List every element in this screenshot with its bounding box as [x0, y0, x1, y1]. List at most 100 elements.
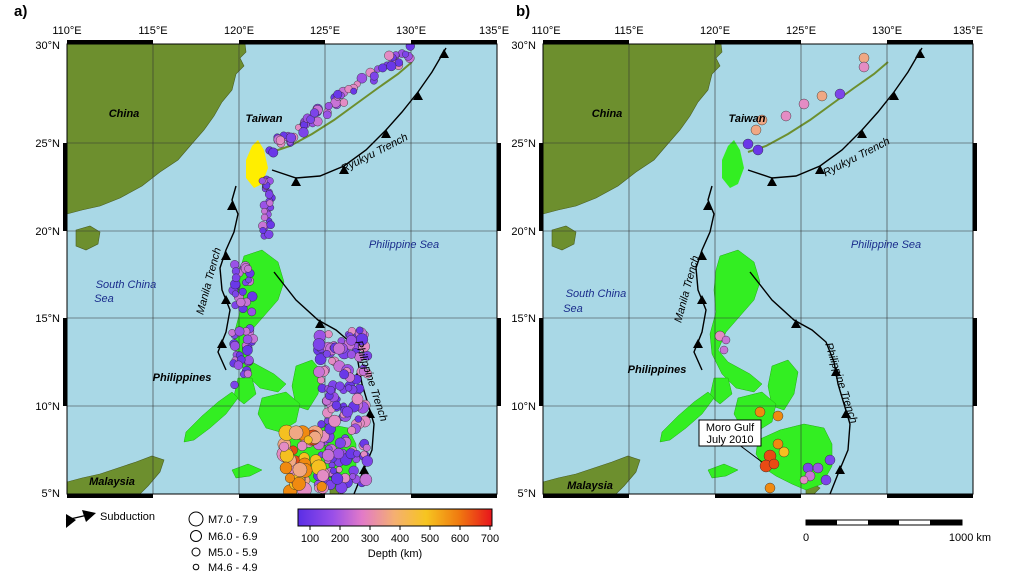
lon-label: 130°E: [872, 25, 902, 37]
earthquake-dot: [334, 437, 346, 449]
earthquake-dot: [242, 334, 253, 345]
earthquake-dot: [369, 71, 379, 81]
earthquake-dot: [351, 393, 364, 405]
earthquake-dot: [346, 334, 357, 346]
earthquake-dot: [236, 297, 246, 307]
earthquake-dot: [335, 466, 343, 473]
legend-mag: M5.0 - 5.9: [208, 547, 258, 559]
earthquake-dot: [266, 199, 274, 207]
label-south-china-sea: South China: [96, 279, 157, 291]
lon-label: 115°E: [614, 25, 643, 37]
depth-tick: 300: [361, 533, 379, 545]
depth-tick: 200: [331, 533, 349, 545]
lat-label: 30°N: [35, 40, 60, 52]
earthquake-dot: [719, 345, 729, 355]
lat-label: 20°N: [35, 226, 60, 238]
subduction-icon: [66, 514, 76, 528]
earthquake-dot: [317, 376, 325, 385]
earthquake-dot: [322, 449, 335, 462]
earthquake-dot: [285, 132, 297, 143]
earthquake-dot: [339, 369, 349, 380]
earthquake-dot: [358, 367, 368, 376]
frame-ticks-b: [539, 40, 977, 498]
earthquake-dot: [328, 357, 336, 365]
earthquake-dot: [332, 448, 345, 460]
earthquake-dot: [347, 426, 357, 435]
lat-label: 10°N: [511, 401, 536, 413]
lat-label: 25°N: [511, 138, 536, 150]
earthquake-dot: [772, 438, 784, 450]
earthquake-dot: [323, 110, 332, 120]
depth-tick: 700: [481, 533, 499, 545]
earthquake-dot: [333, 342, 345, 355]
earthquake-dot: [316, 469, 330, 482]
earthquake-dot: [361, 455, 373, 467]
earthquake-points-a: [228, 44, 415, 494]
earthquake-dot: [268, 147, 279, 158]
earthquake-dot: [238, 287, 247, 296]
earthquake-dot: [858, 61, 870, 73]
annotation-line2: July 2010: [706, 434, 753, 446]
panel-label-b: b): [516, 3, 530, 20]
earthquake-dot: [772, 410, 784, 422]
depth-tick: 500: [421, 533, 439, 545]
magnitude-legend: M7.0 - 7.9 M6.0 - 6.9 M5.0 - 5.9 M4.6 - …: [188, 511, 258, 574]
earthquake-dot: [264, 229, 274, 239]
lon-label: 135°E: [953, 25, 983, 37]
earthquake-dot: [233, 360, 244, 370]
depth-tick: 600: [451, 533, 469, 545]
earthquake-dot: [834, 88, 846, 100]
label-china: China: [592, 108, 623, 120]
lon-label: 110°E: [52, 25, 81, 37]
lon-label: 120°E: [700, 25, 730, 37]
annotation-line1: Moro Gulf: [706, 422, 755, 434]
lat-label: 10°N: [35, 401, 60, 413]
earthquake-dot: [292, 462, 308, 478]
earthquake-dot: [742, 138, 754, 150]
depth-colorbar: 100 200 300 400 500 600 700 Depth (km): [297, 508, 499, 560]
panel-b: Moro Gulf July 2010: [539, 40, 977, 498]
earthquake-dot: [764, 482, 776, 494]
earthquake-dot: [780, 110, 792, 122]
earthquake-dot: [820, 474, 832, 486]
earthquake-dot: [234, 326, 245, 337]
legend-mag: M4.6 - 4.9: [208, 562, 258, 574]
earthquake-dot: [816, 90, 828, 102]
earthquake-dot: [324, 330, 333, 339]
earthquake-dot: [350, 87, 358, 95]
earthquake-dot: [756, 114, 768, 126]
earthquake-dot: [230, 380, 239, 390]
lon-labels-b: 110°E 115°E 120°E 125°E 130°E 135°E: [531, 25, 983, 37]
frame-ticks-a: [63, 40, 501, 498]
lat-labels-b: 30°N 25°N 20°N 15°N 10°N 5°N: [511, 40, 536, 500]
scale-end: 1000 km: [949, 532, 991, 544]
subduction-legend: Subduction: [65, 510, 155, 528]
earthquake-dot: [341, 406, 353, 418]
ryukyu-trench-line: [271, 47, 447, 179]
earthquake-dot: [279, 441, 289, 452]
earthquake-dot: [812, 462, 824, 474]
earthquake-dot: [245, 276, 252, 284]
earthquake-dot: [312, 338, 326, 351]
label-china: China: [109, 108, 140, 120]
earthquake-dot: [259, 227, 267, 234]
earthquake-dot: [345, 384, 353, 392]
magnitude-circle-icon: [188, 511, 204, 527]
lon-label: 110°E: [531, 25, 560, 37]
label-philippines: Philippines: [153, 372, 212, 384]
earthquake-dot: [405, 44, 415, 51]
earthquake-dot: [243, 355, 254, 366]
earthquake-dot: [331, 400, 341, 410]
earthquake-dot: [317, 420, 326, 429]
earthquake-dot: [824, 454, 836, 466]
magnitude-circle-icon: [190, 530, 202, 542]
earthquake-dot: [347, 350, 356, 359]
scale-bar: 0 1000 km: [803, 519, 991, 544]
depth-tick: 100: [301, 533, 319, 545]
earthquake-dot: [303, 435, 313, 445]
earthquake-dot: [394, 58, 404, 67]
earthquake-dot: [402, 50, 409, 58]
lat-labels-a: 30°N 25°N 20°N 15°N 10°N 5°N: [35, 40, 60, 500]
lat-label: 5°N: [518, 488, 537, 500]
earthquake-dot: [339, 98, 349, 107]
